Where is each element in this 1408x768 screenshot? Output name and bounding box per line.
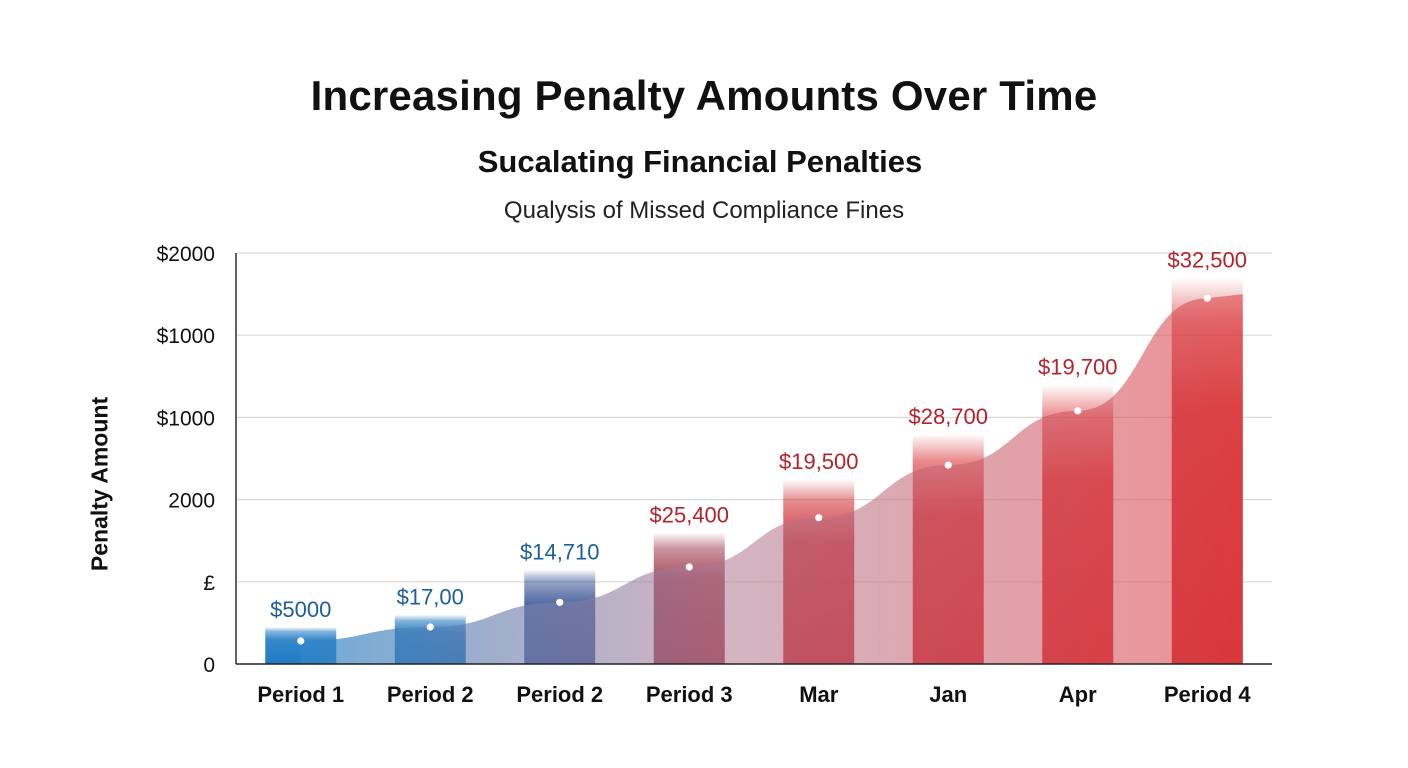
y-tick-label: $2000: [157, 243, 215, 266]
trend-point: [685, 563, 693, 571]
x-tick-label: Mar: [799, 682, 839, 707]
y-tick-label: $1000: [157, 325, 215, 348]
data-label: $28,700: [908, 404, 988, 429]
trend-point: [426, 623, 434, 631]
x-tick-label: Period 1: [257, 682, 344, 707]
x-tick-label: Period 2: [387, 682, 474, 707]
data-label: $17,00: [397, 585, 464, 610]
chart-subtitle: Sucalating Financial Penalties: [477, 144, 923, 179]
trend-point: [297, 637, 305, 645]
trend-point: [815, 514, 823, 522]
trend-point: [944, 461, 952, 469]
data-label: $25,400: [649, 502, 729, 527]
x-tick-label: Jan: [929, 682, 967, 707]
trend-point: [556, 598, 564, 606]
trend-point: [1203, 294, 1211, 302]
y-tick-label: 0: [203, 654, 215, 677]
data-label: $19,500: [779, 449, 859, 474]
data-label: $5000: [270, 597, 331, 622]
x-tick-label: Period 2: [516, 682, 603, 707]
y-tick-label: 2000: [168, 490, 215, 513]
trend-area: [300, 294, 1243, 664]
trend-point: [1074, 407, 1082, 415]
chart-caption: Qualysis of Missed Compliance Fines: [503, 197, 905, 224]
x-tick-label: Apr: [1059, 682, 1097, 707]
y-tick-label: $1000: [157, 407, 215, 430]
data-label: $14,710: [520, 539, 600, 564]
data-label: $19,700: [1038, 355, 1118, 380]
x-tick-label: Period 4: [1164, 682, 1252, 707]
y-tick-label: £: [203, 572, 215, 595]
x-tick-label: Period 3: [646, 682, 733, 707]
data-label: $32,500: [1167, 248, 1247, 273]
chart-title: Increasing Penalty Amounts Over Time: [310, 72, 1098, 119]
